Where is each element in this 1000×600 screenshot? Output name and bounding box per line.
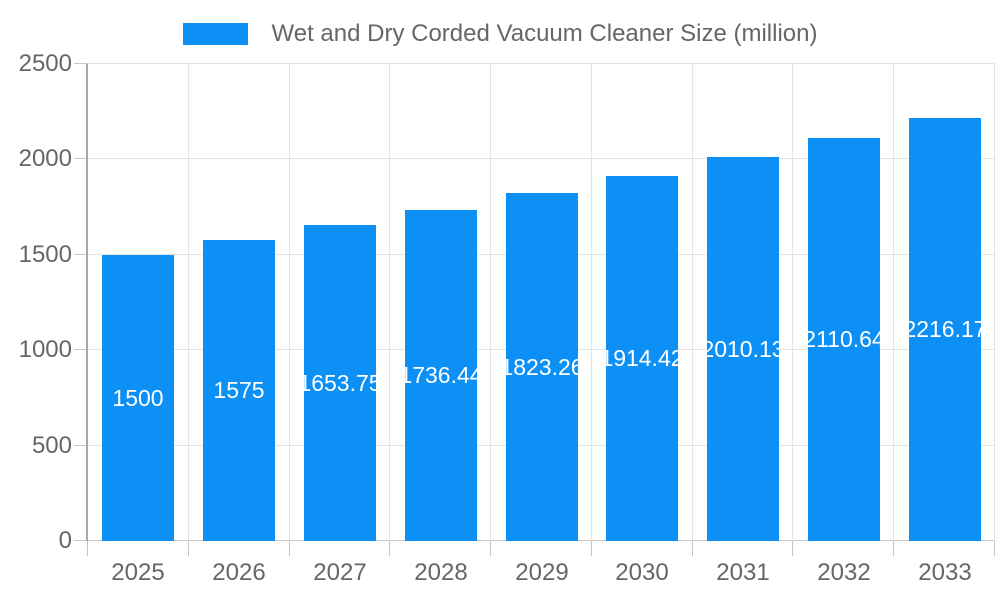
bar[interactable]: 1653.75 [304, 225, 376, 541]
bar[interactable]: 1736.44 [405, 210, 477, 541]
bar-value-label: 2010.13 [707, 335, 779, 362]
y-axis-label: 1000 [18, 336, 72, 363]
y-axis-label: 1500 [18, 241, 72, 268]
legend-swatch-icon [182, 23, 248, 45]
legend-label: Wet and Dry Corded Vacuum Cleaner Size (… [271, 20, 818, 47]
y-axis-label: 0 [58, 527, 72, 554]
y-tick [74, 445, 88, 446]
x-axis-label: 2030 [615, 559, 669, 586]
bar[interactable]: 1500 [102, 255, 174, 541]
y-axis-label: 500 [31, 432, 72, 459]
x-gridline [994, 64, 995, 541]
x-axis-label: 2027 [313, 559, 367, 586]
bar[interactable]: 2110.64 [808, 138, 880, 541]
bar[interactable]: 1823.26 [506, 193, 578, 541]
bar-value-label: 2216.17 [909, 316, 981, 342]
bar-value-label: 1914.42 [606, 345, 678, 371]
bar[interactable]: 2216.17 [909, 118, 981, 541]
x-axis-label: 2028 [414, 559, 468, 586]
x-axis-label: 2032 [817, 559, 871, 586]
y-tick [74, 63, 88, 64]
x-gridline [289, 64, 290, 541]
y-tick [74, 349, 88, 350]
x-tick [87, 541, 88, 556]
x-tick [289, 541, 290, 556]
y-axis-label: 2000 [18, 145, 72, 172]
x-tick [490, 541, 491, 556]
x-tick [591, 541, 592, 556]
y-tick [74, 540, 88, 541]
x-axis-label: 2033 [918, 559, 972, 586]
bar[interactable]: 1575 [203, 240, 275, 541]
x-tick [893, 541, 894, 556]
bar-value-label: 1823.26 [506, 353, 578, 380]
bar-value-label: 2110.64 [808, 326, 880, 352]
x-tick [188, 541, 189, 556]
y-tick [74, 158, 88, 159]
x-axis-label: 2025 [111, 559, 165, 586]
bar-value-label: 1736.44 [405, 362, 477, 388]
x-gridline [591, 64, 592, 541]
x-gridline [893, 64, 894, 541]
bar-value-label: 1653.75 [304, 369, 376, 396]
x-axis-label: 2031 [716, 559, 770, 586]
x-tick [389, 541, 390, 556]
x-gridline [389, 64, 390, 541]
x-tick [994, 541, 995, 556]
x-axis-label: 2029 [515, 559, 569, 586]
x-gridline [188, 64, 189, 541]
x-gridline [490, 64, 491, 541]
x-tick [692, 541, 693, 556]
x-tick [792, 541, 793, 556]
bar[interactable]: 1914.42 [606, 176, 678, 541]
x-gridline [692, 64, 693, 541]
x-axis-label: 2026 [212, 559, 266, 586]
y-axis-label: 2500 [18, 50, 72, 77]
bar-value-label: 1575 [213, 377, 265, 403]
legend[interactable]: Wet and Dry Corded Vacuum Cleaner Size (… [0, 20, 1000, 48]
bar[interactable]: 2010.13 [707, 157, 779, 541]
x-gridline [792, 64, 793, 541]
y-gridline [88, 158, 995, 159]
y-axis-line [86, 64, 88, 541]
y-tick [74, 254, 88, 255]
bar-value-label: 1500 [112, 384, 164, 411]
y-gridline [88, 63, 995, 64]
